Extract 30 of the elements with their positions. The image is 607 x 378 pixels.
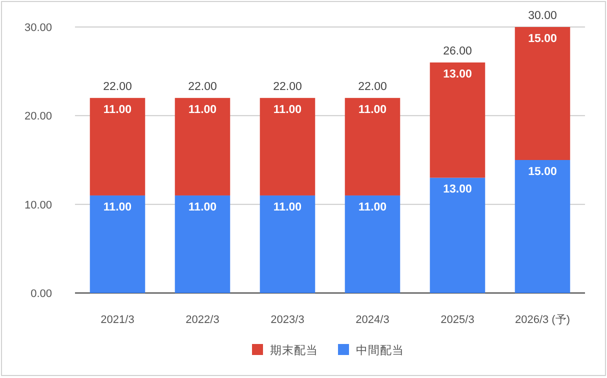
y-tick-label: 20.00 — [24, 110, 52, 123]
data-label: 11.00 — [188, 201, 217, 214]
total-label: 22.00 — [188, 80, 217, 93]
data-label: 11.00 — [273, 201, 302, 214]
data-label: 11.00 — [188, 104, 217, 116]
x-tick-label: 2025/3 — [440, 314, 474, 326]
total-label: 30.00 — [528, 10, 557, 22]
data-label: 11.00 — [358, 104, 387, 116]
x-tick-label: 2023/3 — [270, 314, 304, 326]
data-label: 11.00 — [358, 201, 387, 214]
legend-label: 期末配当 — [270, 344, 318, 357]
x-tick-label: 2024/3 — [356, 314, 390, 326]
data-label: 13.00 — [443, 184, 472, 196]
x-tick-label: 2026/3 (予) — [514, 314, 570, 326]
data-label: 15.00 — [528, 166, 557, 178]
y-tick-label: 0.00 — [30, 288, 52, 300]
data-label: 11.00 — [273, 104, 302, 116]
x-tick-label: 2021/3 — [100, 314, 134, 326]
y-tick-label: 30.00 — [24, 22, 52, 34]
data-label: 13.00 — [443, 68, 472, 80]
y-tick-label: 10.00 — [24, 199, 52, 212]
x-tick-label: 2022/3 — [186, 314, 220, 326]
total-label: 22.00 — [103, 80, 132, 93]
legend-label: 中間配当 — [356, 344, 404, 357]
total-label: 26.00 — [443, 45, 472, 58]
total-label: 22.00 — [358, 80, 387, 93]
data-label: 15.00 — [528, 33, 557, 45]
data-label: 11.00 — [103, 104, 132, 116]
data-label: 11.00 — [103, 201, 132, 214]
total-label: 22.00 — [273, 80, 302, 93]
